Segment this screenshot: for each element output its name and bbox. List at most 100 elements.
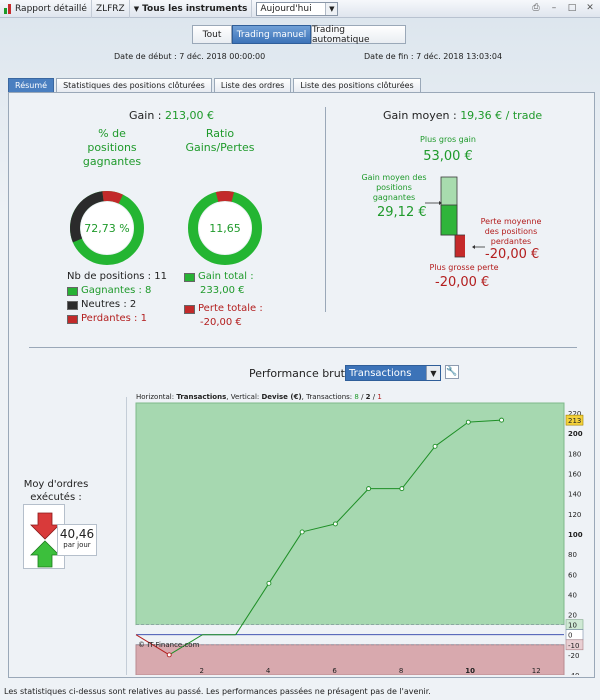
mode-switch: Tout Trading manuel Trading automatique — [192, 25, 406, 45]
orders-per-day-unit: par jour — [63, 541, 91, 549]
series-segment — [335, 488, 369, 525]
series-segment — [468, 419, 502, 423]
report-chart-icon — [4, 3, 12, 14]
orders-per-day-value: 40,46 — [59, 527, 95, 541]
title-bar: Rapport détaillé ZLFRZ ▼ Tous les instru… — [0, 0, 600, 18]
chevron-down-icon: ▼ — [133, 4, 140, 13]
series-segment — [135, 634, 170, 656]
upper-band-badge: 10 — [568, 622, 577, 630]
x-tick-label: 2 — [199, 667, 203, 675]
legend-winners: Gagnantes : 8 — [67, 284, 167, 298]
series-segment — [401, 446, 436, 489]
gain-total-label: Gain total : — [198, 271, 254, 282]
instruments-label: Tous les instruments — [142, 3, 248, 14]
winning-pct-donut: 72,73 % — [68, 189, 146, 267]
y-tick-label: 20 — [568, 612, 577, 620]
orders-per-day-title: Moy d'ordres exécutés : — [23, 479, 89, 503]
red-swatch-icon — [184, 304, 195, 314]
green-swatch-icon — [67, 286, 78, 296]
winners-count: Gagnantes : 8 — [81, 285, 152, 296]
data-point — [465, 419, 471, 425]
avg-loss-value: -20,00 € — [485, 247, 540, 262]
tab-orders[interactable]: Liste des ordres — [213, 78, 292, 92]
x-tick-label: 10 — [465, 667, 475, 675]
mode-all-button[interactable]: Tout — [192, 25, 232, 44]
loss-zone — [135, 644, 565, 676]
y-tick-label: -20 — [568, 652, 579, 660]
report-menu[interactable]: Rapport détaillé — [0, 0, 92, 18]
chevron-down-icon: ▼ — [325, 2, 338, 15]
period-select[interactable]: Aujourd'hui ▼ — [256, 1, 339, 16]
series-segment — [434, 421, 469, 447]
report-panel: Tout Trading manuel Trading automatique … — [0, 18, 600, 682]
disclaimer-footer: Les statistiques ci-dessus sont relative… — [0, 682, 600, 700]
settings-wrench-icon[interactable]: 🔧 — [445, 365, 459, 379]
series-segment — [235, 583, 270, 635]
minimize-icon[interactable]: – — [551, 3, 557, 13]
instruments-menu[interactable]: ▼ Tous les instruments — [130, 0, 253, 18]
gain-loss-bars — [425, 176, 465, 258]
last-value-badge-box — [565, 414, 584, 426]
start-date: Date de début : 7 déc. 2018 00:00:00 — [114, 52, 266, 61]
tab-closed-positions[interactable]: Liste des positions clôturées — [293, 78, 421, 92]
data-point — [166, 652, 172, 658]
y-tick-label: 80 — [568, 551, 577, 559]
mode-auto-button[interactable]: Trading automatique — [311, 25, 406, 45]
avg-loss-label: Perte moyenne des positions perdantes — [480, 217, 542, 246]
neutral-count: Neutres : 2 — [81, 299, 137, 310]
last-value-badge: 213 — [568, 417, 581, 425]
ratio-value: 11,65 — [209, 221, 241, 235]
legend-gain-total: Gain total : — [184, 270, 263, 284]
ratio-title: Ratio Gains/Pertes — [185, 127, 255, 154]
avg-gain-label: Gain moyen : — [383, 109, 461, 122]
performance-selected: Transactions — [349, 367, 412, 379]
data-point — [432, 443, 438, 449]
report-tabs: Résumé Statistiques des positions clôtur… — [8, 78, 423, 92]
ratio-donut: 11,65 — [186, 189, 264, 267]
y-tick-label: 40 — [568, 591, 577, 599]
series-segment — [168, 634, 203, 656]
data-point — [299, 529, 305, 535]
avg-gain-value: 19,36 € / trade — [460, 109, 543, 122]
performance-select[interactable]: Transactions ▼ — [345, 365, 441, 381]
profit-zone — [135, 402, 565, 626]
x-tick-label: 8 — [399, 667, 403, 675]
mode-manual-button[interactable]: Trading manuel — [232, 25, 311, 44]
y-tick-label: -40 — [568, 672, 579, 675]
performance-label: Performance brute — [249, 367, 352, 380]
arrow-left-icon — [472, 245, 485, 249]
gain-label: Gain : — [129, 109, 165, 122]
best-gain-label: Plus gros gain — [420, 135, 476, 144]
chevron-down-icon: ▼ — [426, 366, 440, 380]
zero-badge: 0 — [568, 632, 572, 640]
tab-summary[interactable]: Résumé — [8, 78, 55, 92]
chart-info-text: Horizontal: Transactions, Vertical: Devi… — [136, 393, 382, 401]
period-value: Aujourd'hui — [260, 3, 312, 14]
tab-closed-stats[interactable]: Statistiques des positions clôturées — [56, 78, 212, 92]
avg-win-label: Gain moyen des positions gagnantes — [361, 173, 427, 202]
close-icon[interactable]: ✕ — [586, 3, 594, 13]
orders-icon — [23, 504, 65, 569]
positions-count: Nb de positions : 11 — [67, 271, 167, 282]
worst-loss-label: Plus grosse perte — [429, 263, 499, 272]
maximize-icon[interactable]: □ — [567, 3, 577, 13]
y-tick-label: 160 — [568, 471, 581, 479]
y-tick-label: 180 — [568, 450, 581, 458]
y-tick-label: 100 — [568, 531, 583, 539]
red-swatch-icon — [67, 314, 78, 324]
series-segment — [268, 531, 303, 584]
data-point — [499, 417, 504, 423]
end-date: Date de fin : 7 déc. 2018 13:03:04 — [364, 52, 503, 61]
loss-total-label: Perte totale : — [198, 303, 263, 314]
losers-count: Perdantes : 1 — [81, 313, 147, 324]
series-segment — [302, 523, 336, 533]
symbol-label[interactable]: ZLFRZ — [92, 0, 130, 18]
print-icon[interactable]: ⎙ — [532, 3, 540, 13]
winning-pct-title: % de positions gagnantes — [82, 127, 142, 168]
y-tick-label: 120 — [568, 511, 581, 519]
x-tick-label: 6 — [332, 667, 337, 675]
gain-heading: Gain : 213,00 € — [129, 109, 214, 122]
lower-band-badge: -10 — [568, 642, 579, 650]
y-tick-label: 60 — [568, 571, 577, 579]
y-tick-label: 140 — [568, 491, 581, 499]
